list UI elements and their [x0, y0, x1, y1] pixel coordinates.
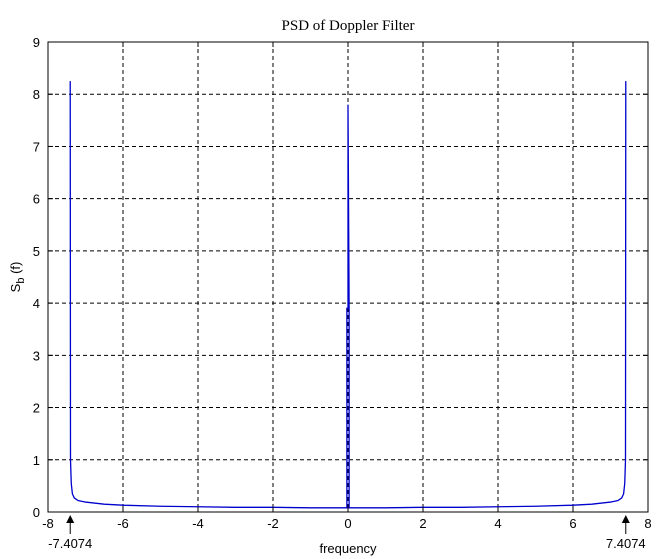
- x-axis-label: frequency: [319, 541, 377, 556]
- y-axis-label: Sb (f): [8, 262, 27, 293]
- annotation-label: -7.4074: [48, 536, 92, 551]
- y-tick-label: 3: [33, 348, 40, 363]
- x-tick-label: -6: [117, 516, 129, 531]
- y-tick-label: 0: [33, 505, 40, 520]
- y-axis-label-suffix: (f): [8, 262, 23, 278]
- y-tick-label: 8: [33, 87, 40, 102]
- x-tick-label: -8: [42, 516, 54, 531]
- annotation-label: 7.4074: [606, 536, 646, 551]
- x-tick-label: 0: [344, 516, 351, 531]
- x-tick-label: -2: [267, 516, 279, 531]
- x-tick-label: 2: [419, 516, 426, 531]
- y-axis-label-main: S: [8, 283, 23, 292]
- annotation-arrow-head: [66, 515, 75, 523]
- series-layer: [69, 81, 627, 509]
- y-tick-label: 5: [33, 244, 40, 259]
- x-tick-label: 8: [644, 516, 651, 531]
- x-tick-label: -4: [192, 516, 204, 531]
- y-tick-label: 9: [33, 35, 40, 50]
- y-tick-label: 6: [33, 192, 40, 207]
- chart-title: PSD of Doppler Filter: [282, 18, 415, 34]
- annotation-arrow-head: [621, 515, 630, 523]
- y-axis-label-subscript: b: [15, 278, 27, 284]
- ticks: -8 -6 -4 -2 0 2 4 6 8 0 1 2 3 4 5 6 7 8 9: [33, 35, 652, 531]
- series-line: [69, 81, 627, 509]
- y-tick-label: 2: [33, 401, 40, 416]
- x-tick-label: 6: [569, 516, 576, 531]
- y-tick-label: 4: [33, 296, 40, 311]
- annotations: -7.4074 7.4074: [48, 515, 646, 551]
- y-tick-label: 1: [33, 453, 40, 468]
- x-tick-label: 4: [494, 516, 501, 531]
- y-tick-label: 7: [33, 139, 40, 154]
